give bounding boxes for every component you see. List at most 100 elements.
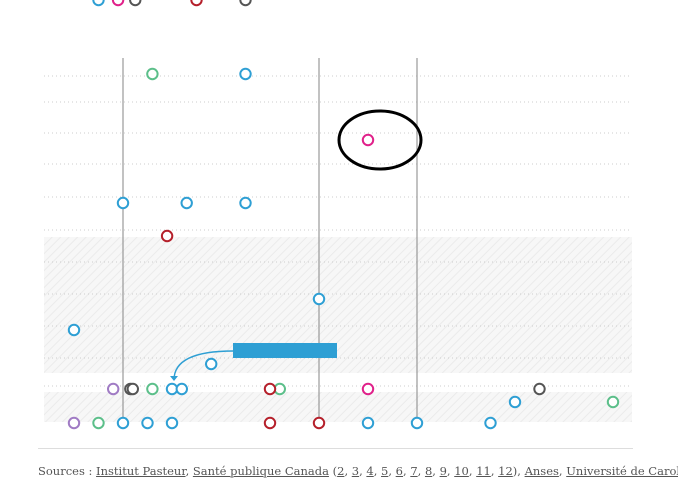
callout-arrow-head — [170, 376, 178, 381]
source-link[interactable]: 8 — [424, 464, 433, 478]
point-marker — [239, 0, 252, 7]
source-link[interactable]: 7 — [410, 464, 418, 478]
data-point — [146, 382, 159, 396]
data-point — [361, 416, 375, 430]
data-point — [180, 196, 193, 210]
source-link[interactable]: 6 — [395, 464, 403, 478]
source-link[interactable]: 9 — [439, 464, 447, 478]
near-zero-band — [44, 392, 632, 422]
point-marker — [92, 0, 105, 7]
data-point — [606, 395, 620, 409]
point-marker — [116, 196, 130, 210]
data-point — [263, 382, 277, 396]
source-link[interactable]: Santé publique Canada — [192, 464, 329, 478]
source-link[interactable]: 11 — [476, 464, 491, 478]
source-separator: , — [417, 464, 425, 478]
point-marker — [111, 0, 125, 7]
point-marker — [205, 357, 218, 371]
source-separator: , — [388, 464, 396, 478]
callout-arrow-line — [173, 350, 234, 381]
point-marker — [67, 323, 81, 337]
data-point — [239, 67, 252, 81]
point-marker — [239, 67, 252, 81]
data-point — [190, 0, 203, 7]
sources-line: Sources : Institut Pasteur, Santé publiq… — [38, 464, 678, 478]
source-link[interactable]: Anses — [524, 464, 559, 478]
point-marker — [263, 416, 277, 430]
data-point — [92, 416, 105, 430]
point-marker — [165, 416, 179, 430]
source-separator: , — [468, 464, 477, 478]
data-point — [312, 416, 326, 430]
point-marker — [67, 416, 81, 430]
data-point — [175, 382, 189, 396]
source-link[interactable]: Université de Caroline du Sud — [566, 464, 678, 478]
data-point — [361, 133, 375, 147]
sources-divider — [38, 448, 633, 449]
data-point — [263, 416, 277, 430]
callout-box — [233, 343, 337, 358]
source-link[interactable]: 10 — [454, 464, 469, 478]
data-point — [165, 416, 179, 430]
point-marker — [508, 395, 522, 409]
data-point — [129, 0, 142, 7]
point-marker — [160, 229, 174, 243]
data-point — [116, 196, 130, 210]
data-point — [141, 416, 154, 430]
highlight-circle — [337, 109, 423, 171]
point-marker — [312, 416, 326, 430]
point-marker — [361, 133, 375, 147]
sources-list: Institut Pasteur, Santé publique Canada … — [96, 464, 678, 478]
source-separator: , — [185, 464, 193, 478]
point-marker — [606, 395, 620, 409]
data-point — [160, 229, 174, 243]
source-separator: , — [432, 464, 440, 478]
data-point — [410, 416, 424, 430]
data-point — [92, 0, 105, 7]
source-separator: ( — [328, 464, 338, 478]
point-marker — [175, 382, 189, 396]
point-marker — [312, 292, 326, 306]
point-marker — [533, 382, 546, 396]
source-link[interactable]: 12 — [498, 464, 513, 478]
data-point — [205, 357, 218, 371]
source-link[interactable]: 4 — [366, 464, 374, 478]
source-link[interactable]: 2 — [337, 464, 345, 478]
point-marker — [116, 416, 130, 430]
point-marker — [361, 416, 375, 430]
data-point — [107, 382, 120, 396]
point-marker — [484, 416, 497, 430]
data-point — [67, 323, 81, 337]
source-separator: , — [344, 464, 352, 478]
point-marker — [263, 382, 277, 396]
point-marker — [146, 382, 159, 396]
source-separator: , — [373, 464, 382, 478]
point-marker — [239, 196, 252, 210]
source-separator: , — [558, 464, 567, 478]
covid-callout — [170, 343, 337, 381]
source-separator: , — [403, 464, 411, 478]
source-separator: , — [359, 464, 367, 478]
point-marker — [410, 416, 424, 430]
source-link[interactable]: 5 — [381, 464, 389, 478]
data-point — [312, 292, 326, 306]
source-separator: , — [490, 464, 499, 478]
point-marker — [190, 0, 203, 7]
point-marker — [361, 382, 375, 396]
point-marker — [146, 67, 159, 81]
point-marker — [107, 382, 120, 396]
sources-prefix: Sources : — [38, 464, 97, 478]
source-separator: ), — [512, 464, 525, 478]
source-link[interactable]: Institut Pasteur — [96, 464, 186, 478]
point-marker — [129, 0, 142, 7]
point-marker — [92, 416, 105, 430]
data-point — [239, 0, 252, 7]
data-point — [146, 67, 159, 81]
data-point — [484, 416, 497, 430]
data-point — [361, 382, 375, 396]
contagion-lethality-chart — [44, 0, 632, 430]
point-marker — [126, 382, 140, 396]
low-lethality-band — [44, 237, 632, 373]
source-separator: , — [446, 464, 455, 478]
source-link[interactable]: 3 — [351, 464, 360, 478]
